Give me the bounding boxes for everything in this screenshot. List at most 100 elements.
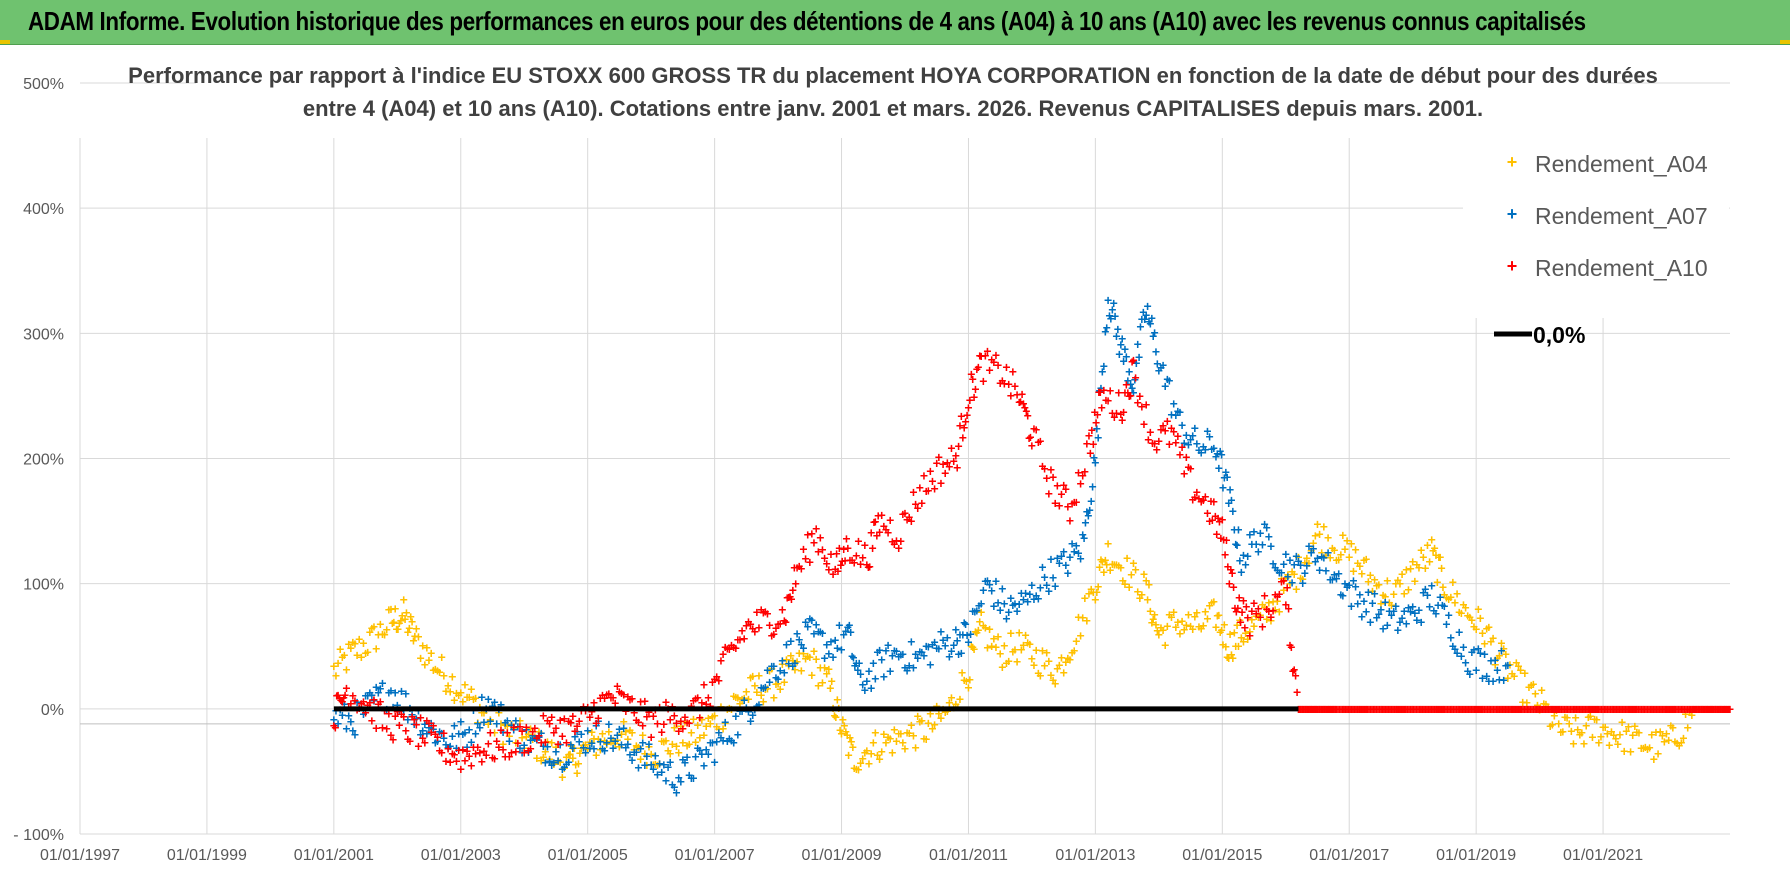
data-point: + <box>947 690 955 706</box>
data-point: + <box>1379 620 1387 636</box>
data-point: + <box>1374 701 1382 717</box>
data-point: + <box>685 715 693 731</box>
data-point: + <box>1540 701 1548 717</box>
data-point: + <box>1250 618 1258 634</box>
data-point: + <box>1390 701 1398 717</box>
data-point: + <box>620 686 628 702</box>
data-point: + <box>440 725 448 741</box>
data-point: + <box>330 717 338 733</box>
data-point: + <box>1682 706 1690 722</box>
data-point: + <box>1026 429 1034 445</box>
data-point: + <box>1378 701 1386 717</box>
data-point: + <box>1602 701 1610 717</box>
data-point: + <box>772 669 780 685</box>
data-point: + <box>402 604 410 620</box>
data-point: + <box>1017 585 1025 601</box>
data-point: + <box>493 716 501 732</box>
data-point: + <box>1064 565 1072 581</box>
data-point: + <box>1320 701 1328 717</box>
data-point: + <box>1038 559 1046 575</box>
data-point: + <box>1326 701 1334 717</box>
data-point: + <box>685 736 693 752</box>
data-point: + <box>1201 603 1209 619</box>
data-point: + <box>1514 658 1522 674</box>
data-point: + <box>833 692 841 708</box>
data-point: + <box>1136 318 1144 334</box>
data-point: + <box>955 438 963 454</box>
data-point: + <box>1267 609 1275 625</box>
data-point: + <box>1467 701 1475 717</box>
data-point: + <box>596 742 604 758</box>
data-point: + <box>840 718 848 734</box>
data-point: + <box>1070 643 1078 659</box>
data-point: + <box>1258 536 1266 552</box>
data-point: + <box>501 749 509 765</box>
data-point: + <box>785 655 793 671</box>
data-point: + <box>1379 587 1387 603</box>
data-point: + <box>1083 504 1091 520</box>
data-point: + <box>1252 606 1260 622</box>
data-point: + <box>1028 651 1036 667</box>
data-point: + <box>425 720 433 736</box>
data-point: + <box>478 689 486 705</box>
data-point: + <box>1394 622 1402 638</box>
data-point: + <box>1317 701 1325 717</box>
data-point: + <box>1693 701 1701 717</box>
data-point: + <box>1492 701 1500 717</box>
data-point: + <box>579 737 587 753</box>
data-point: + <box>1421 560 1429 576</box>
data-point: + <box>1301 565 1309 581</box>
data-point: + <box>1047 551 1055 567</box>
data-point: + <box>347 713 355 729</box>
data-point: + <box>1442 701 1450 717</box>
data-point: + <box>920 468 928 484</box>
data-point: + <box>1392 576 1400 592</box>
data-point: + <box>1094 579 1102 595</box>
data-point: + <box>1383 617 1391 633</box>
data-point: + <box>488 750 496 766</box>
data-point: + <box>698 694 706 710</box>
data-point: + <box>565 747 573 763</box>
data-point: + <box>928 721 936 737</box>
data-point: + <box>1128 380 1136 396</box>
data-point: + <box>1584 701 1592 717</box>
data-point: + <box>825 646 833 662</box>
data-point: + <box>1366 567 1374 583</box>
data-point: + <box>1151 435 1159 451</box>
data-point: + <box>799 541 807 557</box>
data-point: + <box>359 706 367 722</box>
data-point: + <box>501 717 509 733</box>
data-point: + <box>1222 464 1230 480</box>
data-point: + <box>876 751 884 767</box>
data-point: + <box>727 733 735 749</box>
data-point: + <box>992 347 1000 363</box>
data-point: + <box>364 688 372 704</box>
data-point: + <box>558 728 566 744</box>
data-point: + <box>931 634 939 650</box>
data-point: + <box>668 777 676 793</box>
data-point: + <box>1381 701 1389 717</box>
data-point: + <box>1502 658 1510 674</box>
data-point: + <box>499 724 507 740</box>
data-point: + <box>971 604 979 620</box>
data-point: + <box>518 745 526 761</box>
data-point: + <box>518 723 526 739</box>
data-point: + <box>516 740 524 756</box>
data-point: + <box>1535 701 1543 717</box>
data-point: + <box>1495 647 1503 663</box>
data-point: + <box>1527 677 1535 693</box>
data-point: + <box>845 747 853 763</box>
data-point: + <box>795 645 803 661</box>
data-point: + <box>905 509 913 525</box>
data-point: + <box>1548 716 1556 732</box>
data-point: + <box>1263 611 1271 627</box>
data-point: + <box>584 741 592 757</box>
data-point: + <box>1318 549 1326 565</box>
data-point: + <box>1144 298 1152 314</box>
data-point: + <box>1320 519 1328 535</box>
data-point: + <box>1518 701 1526 717</box>
data-point: + <box>376 681 384 697</box>
data-point: + <box>1241 620 1249 636</box>
data-point: + <box>1464 608 1472 624</box>
data-point: + <box>847 733 855 749</box>
